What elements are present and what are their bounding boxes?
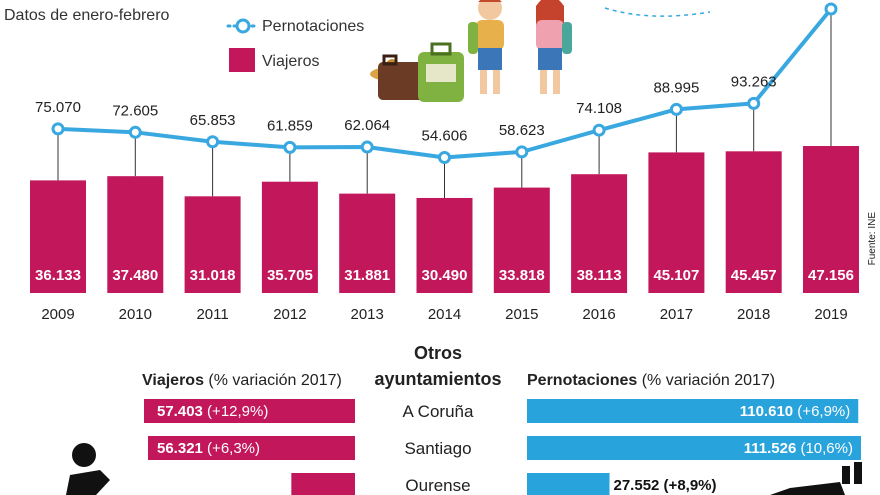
pernoctaciones-row-value: 27.552 (+8,9%) xyxy=(614,477,717,494)
bar-value-label: 37.480 xyxy=(112,267,158,284)
bar-2014 xyxy=(416,197,473,293)
viajeros-row-bar xyxy=(144,399,355,423)
bar-2017 xyxy=(648,152,705,293)
x-tick-label: 2011 xyxy=(196,306,228,323)
x-tick-label: 2014 xyxy=(428,306,461,323)
travelers-illustration xyxy=(370,0,572,102)
line-point xyxy=(206,135,220,149)
otros-rows: 57.403 (+12,9%) A Coruña 110.610 (+6,9%) 56… xyxy=(144,399,861,495)
bar-value-label: 31.881 xyxy=(344,267,390,284)
bar-2009 xyxy=(30,180,86,293)
pernoctaciones-row-value: 110.610 (+6,9%) xyxy=(740,403,851,420)
flight-path-decoration xyxy=(604,7,711,17)
viajeros-header-bold: Viajeros xyxy=(142,372,204,389)
viajeros-header-rest: (% variación 2017) xyxy=(204,372,342,389)
pernoctaciones-header-rest: (% variación 2017) xyxy=(637,372,775,389)
bar-2010 xyxy=(107,176,164,293)
viajeros-row-bar xyxy=(147,436,355,460)
bar-value-label: 36.133 xyxy=(35,267,81,284)
bar-2013 xyxy=(339,193,396,293)
x-tick-label: 2010 xyxy=(119,306,152,323)
x-tick-label: 2015 xyxy=(505,306,538,323)
otros-title-line1: Otros xyxy=(414,343,462,363)
viajeros-row-bar xyxy=(291,473,355,495)
line-point xyxy=(51,122,65,136)
otros-title-line2: ayuntamientos xyxy=(374,369,501,389)
viajeros-row-value: 17.320 (+7,5%) xyxy=(157,477,260,494)
bar-2011 xyxy=(184,196,241,293)
bar-value-label: 45.107 xyxy=(653,267,699,284)
viajeros-row-value: 57.403 (+12,9%) xyxy=(157,403,268,420)
bar-value-label: 38.113 xyxy=(577,267,622,284)
pernoctaciones-header-bold: Pernotaciones xyxy=(527,372,637,389)
legend-bar-label: Viajeros xyxy=(262,53,320,70)
line-value-label: 61.859 xyxy=(267,117,313,134)
legend-line-marker xyxy=(235,18,251,34)
line-value-label: 62.064 xyxy=(344,117,390,134)
x-tick-label: 2017 xyxy=(660,306,693,323)
viajeros-table-header: Viajeros (% variación 2017) xyxy=(142,372,342,389)
line-point xyxy=(592,123,606,137)
x-tick-label: 2018 xyxy=(737,306,770,323)
source-note: Fuente: INE xyxy=(867,212,878,266)
pernoctaciones-row-value: 111.526 (10,6%) xyxy=(744,440,853,457)
line-point xyxy=(515,145,529,159)
line-point xyxy=(824,2,838,16)
line-value-label: 75.070 xyxy=(35,99,81,116)
line-point xyxy=(360,140,374,154)
line-value-label: 88.995 xyxy=(653,79,699,96)
line-point xyxy=(747,96,761,110)
bar-2015 xyxy=(493,187,550,293)
viajeros-row-value: 56.321 (+6,3%) xyxy=(157,440,260,457)
city-label: A Coruña xyxy=(403,402,474,421)
pernoctaciones-row-bar xyxy=(527,436,861,460)
legend-bar-swatch xyxy=(229,48,255,72)
bar-value-label: 35.705 xyxy=(267,267,313,284)
line-point xyxy=(128,125,142,139)
line-point xyxy=(283,140,297,154)
city-label: Santiago xyxy=(404,439,471,458)
pernoctaciones-table-header: Pernotaciones (% variación 2017) xyxy=(527,372,775,389)
bar-value-label: 31.018 xyxy=(190,267,236,284)
pernoctaciones-row-bar xyxy=(527,473,610,495)
line-value-label: 74.108 xyxy=(576,100,622,117)
line-value-label: 65.853 xyxy=(190,112,236,129)
line-value-label: 93.263 xyxy=(731,73,777,90)
bar-value-label: 47.156 xyxy=(808,267,854,284)
bar-2019 xyxy=(803,146,859,293)
bar-2012 xyxy=(261,181,318,293)
luggage-cart-icon xyxy=(770,462,862,495)
line-value-label: 54.606 xyxy=(422,128,468,145)
city-label: Ourense xyxy=(405,476,470,495)
x-tick-label: 2016 xyxy=(582,306,615,323)
x-tick-label: 2009 xyxy=(41,306,74,323)
legend: Pernotaciones Viajeros xyxy=(226,18,364,72)
line-value-label: 72.605 xyxy=(112,102,158,119)
bar-value-label: 45.457 xyxy=(731,267,777,284)
line-value-label: 58.623 xyxy=(499,122,545,139)
bar-2018 xyxy=(725,151,782,293)
line-point xyxy=(669,102,683,116)
line-point xyxy=(438,151,451,164)
bar-value-label: 33.818 xyxy=(499,267,545,284)
pernoctaciones-row-bar xyxy=(527,399,859,423)
bar-value-label: 30.490 xyxy=(422,267,468,284)
otros-section: Otros ayuntamientos Viajeros (% variació… xyxy=(66,343,862,495)
x-tick-label: 2012 xyxy=(273,306,306,323)
legend-line-label: Pernotaciones xyxy=(262,18,364,35)
bar-2016 xyxy=(571,174,628,293)
x-tick-label: 2013 xyxy=(351,306,384,323)
chart-subtitle: Datos de enero-febrero xyxy=(4,7,170,24)
x-tick-label: 2019 xyxy=(814,306,847,323)
walking-person-icon xyxy=(66,443,110,495)
chart-plot: 36.133 2009 37.480 2010 31.018 2011 35.705 2012… xyxy=(30,2,859,323)
